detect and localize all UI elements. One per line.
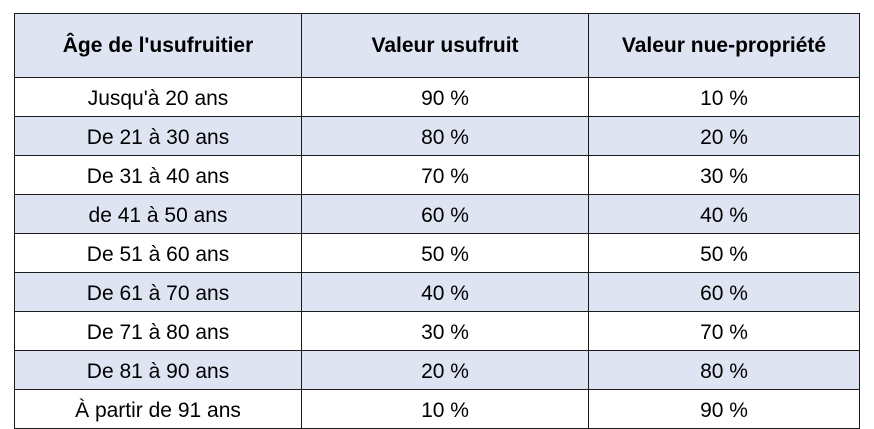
cell-age: De 51 à 60 ans	[14, 233, 302, 273]
cell-age: De 61 à 70 ans	[14, 272, 302, 312]
table-row: de 41 à 50 ans 60 % 40 %	[14, 194, 860, 234]
cell-bare-ownership: 20 %	[588, 116, 860, 156]
table-row: Jusqu'à 20 ans 90 % 10 %	[14, 77, 860, 117]
cell-bare-ownership: 50 %	[588, 233, 860, 273]
table-row: De 61 à 70 ans 40 % 60 %	[14, 272, 860, 312]
cell-bare-ownership: 80 %	[588, 350, 860, 390]
cell-usufruct: 60 %	[301, 194, 589, 234]
usufruct-value-table: Âge de l'usufruitier Valeur usufruit Val…	[14, 13, 860, 429]
header-age: Âge de l'usufruitier	[14, 13, 302, 78]
cell-usufruct: 10 %	[301, 389, 589, 429]
cell-age: Jusqu'à 20 ans	[14, 77, 302, 117]
usufruct-table-container: Âge de l'usufruitier Valeur usufruit Val…	[14, 13, 860, 429]
cell-usufruct: 90 %	[301, 77, 589, 117]
table-row: À partir de 91 ans 10 % 90 %	[14, 389, 860, 429]
table-body: Jusqu'à 20 ans 90 % 10 % De 21 à 30 ans …	[14, 77, 860, 429]
table-row: De 31 à 40 ans 70 % 30 %	[14, 155, 860, 195]
cell-bare-ownership: 90 %	[588, 389, 860, 429]
header-bare-ownership-value: Valeur nue-propriété	[588, 13, 860, 78]
cell-age: De 31 à 40 ans	[14, 155, 302, 195]
cell-age: De 81 à 90 ans	[14, 350, 302, 390]
cell-bare-ownership: 30 %	[588, 155, 860, 195]
table-row: De 21 à 30 ans 80 % 20 %	[14, 116, 860, 156]
cell-usufruct: 70 %	[301, 155, 589, 195]
table-header: Âge de l'usufruitier Valeur usufruit Val…	[14, 13, 860, 78]
cell-age: de 41 à 50 ans	[14, 194, 302, 234]
header-row: Âge de l'usufruitier Valeur usufruit Val…	[14, 13, 860, 78]
cell-bare-ownership: 60 %	[588, 272, 860, 312]
header-usufruct-value: Valeur usufruit	[301, 13, 589, 78]
cell-age: De 21 à 30 ans	[14, 116, 302, 156]
cell-usufruct: 80 %	[301, 116, 589, 156]
cell-usufruct: 40 %	[301, 272, 589, 312]
table-row: De 51 à 60 ans 50 % 50 %	[14, 233, 860, 273]
cell-usufruct: 30 %	[301, 311, 589, 351]
cell-bare-ownership: 40 %	[588, 194, 860, 234]
cell-usufruct: 50 %	[301, 233, 589, 273]
cell-usufruct: 20 %	[301, 350, 589, 390]
cell-age: De 71 à 80 ans	[14, 311, 302, 351]
cell-bare-ownership: 10 %	[588, 77, 860, 117]
cell-bare-ownership: 70 %	[588, 311, 860, 351]
table-row: De 71 à 80 ans 30 % 70 %	[14, 311, 860, 351]
cell-age: À partir de 91 ans	[14, 389, 302, 429]
table-row: De 81 à 90 ans 20 % 80 %	[14, 350, 860, 390]
